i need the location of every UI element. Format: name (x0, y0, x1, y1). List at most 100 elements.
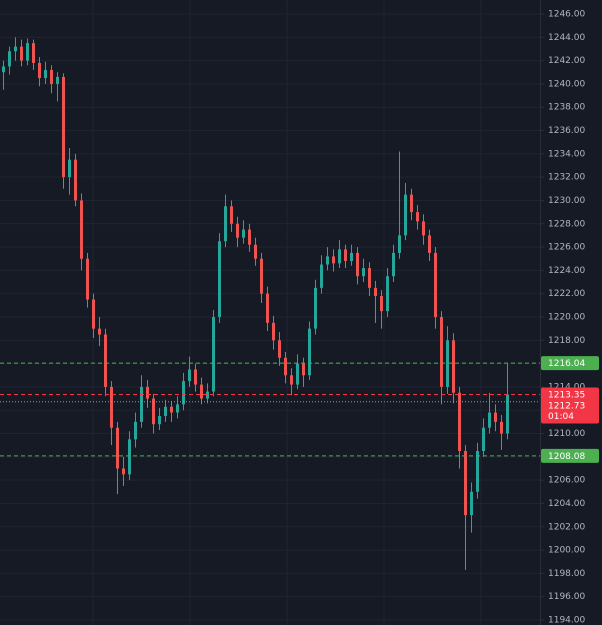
candle-body (26, 43, 29, 61)
candle-body (146, 386, 149, 399)
candle-body (398, 235, 401, 253)
time-grid (92, 0, 482, 625)
candle-body (212, 316, 215, 392)
price-label: 1208.08 (548, 452, 585, 462)
countdown-label: 01:04 (548, 412, 574, 422)
y-tick-label: 1194.00 (548, 615, 585, 625)
y-tick-label: 1198.00 (548, 569, 585, 579)
candle-body (374, 287, 377, 297)
candle-body (98, 328, 101, 335)
y-tick-label: 1240.00 (548, 79, 585, 89)
candle-body (194, 369, 197, 385)
candle-body (104, 334, 107, 387)
candle-body (254, 244, 257, 259)
candle-body (32, 43, 35, 63)
y-tick-label: 1204.00 (548, 499, 585, 509)
candle-body (314, 287, 317, 329)
price-label-box (541, 356, 599, 371)
candle-body (170, 406, 173, 413)
candle-body (278, 340, 281, 358)
y-tick-label: 1200.00 (548, 546, 585, 556)
candle-body (86, 258, 89, 300)
y-tick-label: 1220.00 (548, 312, 585, 322)
candle-body (500, 421, 503, 434)
candle-body (452, 340, 455, 393)
candle-body (158, 416, 161, 425)
candle-body (164, 406, 167, 417)
price-label: 1216.04 (548, 359, 585, 369)
candle-body (362, 268, 365, 277)
y-tick-label: 1236.00 (548, 126, 585, 136)
candle-body (44, 69, 47, 79)
candle-body (350, 252, 353, 262)
candle-body (380, 296, 383, 312)
candle-body (266, 293, 269, 323)
y-tick-label: 1214.00 (548, 382, 585, 392)
last-price-label: 1213.35 (548, 390, 585, 400)
candle-body (476, 451, 479, 492)
candle-body (74, 159, 77, 201)
candle-body (482, 427, 485, 452)
candle-body (296, 363, 299, 385)
candles (2, 37, 509, 570)
candle-body (272, 322, 275, 341)
candle-body (344, 249, 347, 262)
candle-body (368, 268, 371, 288)
candle-body (122, 468, 125, 475)
candle-body (326, 256, 329, 265)
candle-body (38, 62, 41, 79)
candle-body (2, 66, 5, 73)
candle-body (470, 491, 473, 516)
y-tick-label: 1224.00 (548, 266, 585, 276)
candle-body (68, 159, 71, 178)
candle-body (338, 249, 341, 264)
candle-body (218, 241, 221, 317)
candle-body (458, 392, 461, 452)
y-tick-label: 1228.00 (548, 219, 585, 229)
candle-body (200, 384, 203, 399)
y-tick-label: 1206.00 (548, 476, 585, 486)
candle-body (488, 412, 491, 428)
candle-body (308, 328, 311, 376)
candle-body (260, 258, 263, 294)
candle-body (128, 439, 131, 475)
candle-body (236, 223, 239, 238)
candle-body (140, 386, 143, 422)
y-tick-label: 1232.00 (548, 173, 585, 183)
y-tick-label: 1230.00 (548, 196, 585, 206)
y-tick-label: 1246.00 (548, 9, 585, 19)
candle-body (494, 412, 497, 422)
candle-body (14, 46, 17, 52)
candle-body (440, 316, 443, 387)
candle-body (242, 229, 245, 238)
candle-body (410, 194, 413, 213)
price-label-box (541, 448, 599, 463)
candle-body (302, 363, 305, 376)
candle-body (356, 252, 359, 277)
candle-body (62, 76, 65, 178)
candle-body (224, 206, 227, 242)
candle-body (464, 451, 467, 516)
candle-body (206, 391, 209, 399)
candle-body (20, 46, 23, 61)
candle-body (506, 394, 509, 434)
y-tick-label: 1244.00 (548, 33, 585, 43)
y-tick-label: 1226.00 (548, 243, 585, 253)
candle-body (428, 235, 431, 253)
candle-body (188, 369, 191, 382)
candle-body (176, 404, 179, 413)
candle-body (422, 221, 425, 236)
candle-body (248, 229, 251, 245)
candle-body (284, 357, 287, 376)
candle-body (332, 256, 335, 264)
y-tick-label: 1202.00 (548, 522, 585, 532)
candle-body (320, 264, 323, 288)
candle-body (404, 194, 407, 236)
y-tick-label: 1238.00 (548, 103, 585, 113)
candle-body (116, 427, 119, 469)
candle-body (80, 200, 83, 259)
candle-body (56, 76, 59, 84)
